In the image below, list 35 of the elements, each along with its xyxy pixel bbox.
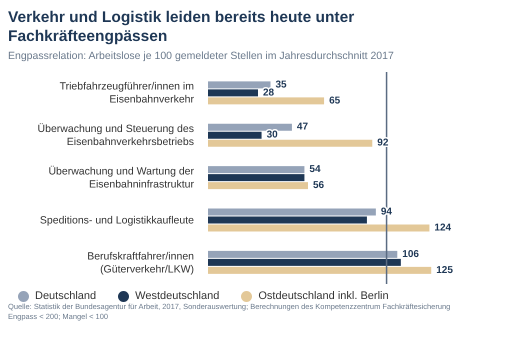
data-label: 47: [296, 122, 308, 133]
legend-label: Ostdeutschland inkl. Berlin: [258, 290, 389, 302]
y-tick-label: Speditions- und Logistikkaufleute: [40, 214, 194, 226]
bar: [208, 182, 308, 190]
chart-subtitle: Engpassrelation: Arbeitslose je 100 gemeldeter Stellen im Jahresdurchschnitt 2017: [8, 50, 395, 62]
bar: [208, 266, 432, 274]
bar: [208, 132, 262, 139]
bar: [208, 224, 430, 232]
bar: [208, 216, 367, 224]
y-tick-label: Überwachung und Steuerung des Eisenbahnverkehrsbetriebs: [38, 123, 194, 148]
data-label: 125: [436, 264, 454, 276]
data-label: 65: [329, 95, 341, 106]
bar: [208, 258, 401, 266]
legend-label: Deutschland: [35, 290, 96, 302]
bar: [208, 166, 304, 174]
data-label: 124: [434, 222, 452, 234]
bar: [208, 208, 376, 216]
legend-label: Westdeutschland: [135, 290, 220, 302]
data-label: 35: [276, 79, 288, 90]
y-tick-label: Berufskraftfahrer/innen (Güterverkehr/LKW): [87, 250, 194, 276]
bar: [208, 81, 270, 88]
bar: [208, 250, 398, 258]
y-tick-label: Triebfahrzeugführer/innen im Eisenbahnverkehr: [60, 80, 194, 106]
bar: [208, 174, 304, 182]
data-label: 54: [309, 164, 321, 176]
bar: [208, 97, 324, 104]
data-label: 30: [266, 130, 278, 141]
data-label: 106: [402, 248, 420, 260]
data-label: 28: [263, 87, 275, 98]
bar: [208, 124, 292, 131]
bar: [208, 140, 372, 147]
data-label: 56: [313, 180, 325, 192]
chart-title: Verkehr und Logistik leiden bereits heute unter Fachkräfteengpässen: [8, 8, 356, 46]
y-tick-label: Überwachung und Wartung der Eisenbahninfrastruktur: [48, 166, 194, 190]
bar: [208, 89, 258, 96]
